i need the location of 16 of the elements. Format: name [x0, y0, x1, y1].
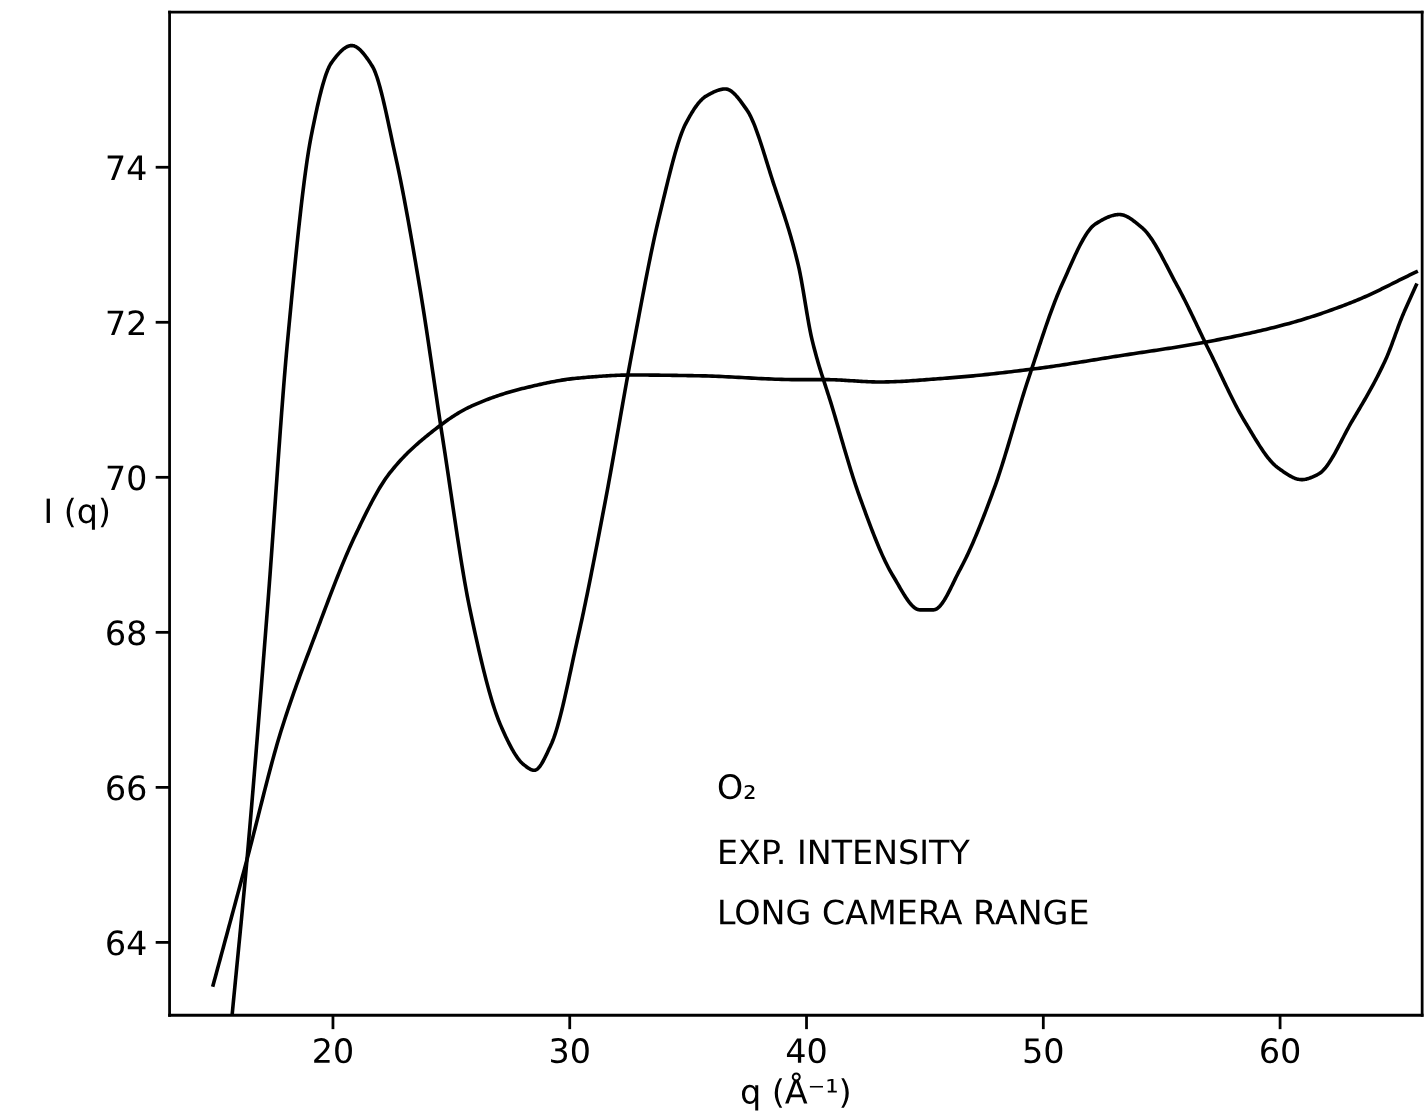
annotation: O₂ — [718, 774, 755, 800]
y-tick-label: 72 — [107, 310, 145, 335]
x-axis-title: q (Å⁻¹) — [741, 1072, 849, 1111]
y-axis-title: I (q) — [46, 497, 109, 530]
y-tick-label: 68 — [107, 620, 146, 646]
annotation: EXP. INTENSITY — [720, 839, 970, 865]
y-tick-label: 70 — [107, 465, 146, 491]
annotation: LONG CAMERA RANGE — [720, 899, 1088, 925]
x-tick-label: 20 — [314, 1038, 352, 1064]
y-tick-label: 64 — [107, 930, 146, 956]
x-tick-label: 50 — [1024, 1038, 1063, 1064]
x-tick-label: 30 — [551, 1038, 589, 1064]
x-tick-label: 60 — [1261, 1038, 1300, 1064]
y-tick-label: 66 — [107, 775, 146, 801]
y-tick-label: 74 — [107, 155, 146, 180]
x-tick-label: 40 — [786, 1038, 826, 1064]
